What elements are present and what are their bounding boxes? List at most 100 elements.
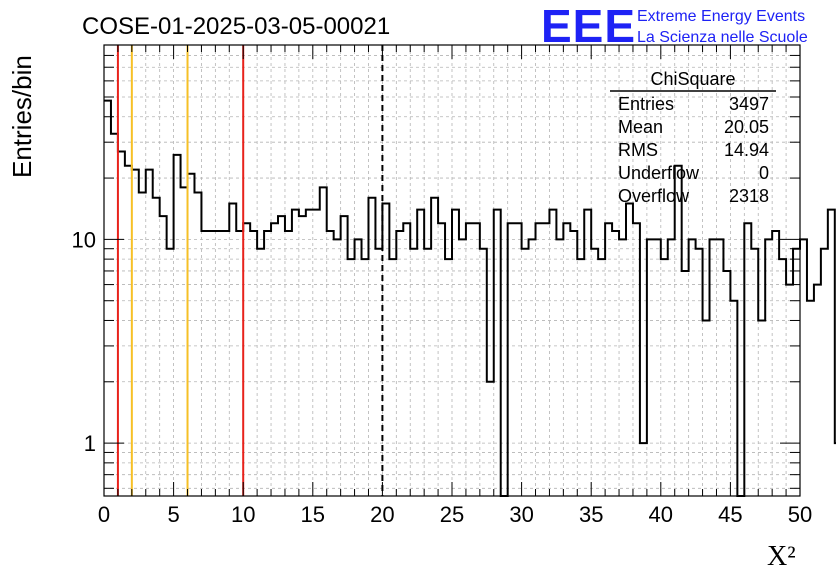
- histogram-bin: [716, 239, 723, 496]
- histogram-bin: [341, 216, 348, 496]
- histogram-bin: [299, 216, 306, 496]
- x-tick-label: 20: [370, 502, 394, 527]
- histogram-bin: [563, 223, 570, 496]
- histogram-bin: [793, 249, 800, 496]
- x-tick-label: 10: [231, 502, 255, 527]
- histogram-bin: [515, 223, 522, 496]
- x-tick-labels: 0 5 10 15 20 25 30 35 40 45 50: [98, 502, 812, 527]
- logo-line-2: La Scienza nelle Scuole: [637, 29, 808, 46]
- histogram-bin: [654, 239, 661, 496]
- histogram-bin: [821, 249, 828, 496]
- histogram-bin: [146, 170, 153, 496]
- histogram-bin: [723, 271, 730, 496]
- histogram-bin: [348, 259, 355, 496]
- histogram-bin: [814, 285, 821, 496]
- histogram-bin: [779, 259, 786, 496]
- histogram-bin: [730, 301, 737, 496]
- histogram-bin: [598, 259, 605, 496]
- histogram-bin: [153, 198, 160, 496]
- histogram-bin: [306, 210, 313, 496]
- histogram-bin: [800, 239, 807, 496]
- stats-title: ChiSquare: [650, 69, 735, 89]
- x-tick-label: 50: [788, 502, 812, 527]
- histogram-bin: [452, 210, 459, 496]
- histogram-bin: [710, 239, 717, 496]
- histogram-bin: [668, 239, 675, 496]
- histogram-bin: [473, 223, 480, 496]
- x-axis-label: X²: [767, 541, 796, 572]
- histogram-bin: [682, 271, 689, 496]
- histogram-bin: [661, 259, 668, 496]
- logo-letters: EEE: [541, 0, 636, 52]
- histogram-bin: [584, 210, 591, 496]
- histogram-bin: [188, 174, 195, 496]
- y-tick-label: 10: [72, 227, 96, 252]
- histogram-bin: [522, 249, 529, 496]
- stats-box: ChiSquare Entries 3497 Mean 20.05 RMS 14.94 Un…: [610, 69, 776, 206]
- histogram-bin: [362, 259, 369, 496]
- y-axis-label: Entries/bin: [7, 55, 37, 178]
- histogram-bin: [132, 170, 139, 496]
- histogram-bin: [765, 239, 772, 496]
- histogram-bin: [508, 223, 515, 496]
- histogram-bin: [605, 223, 612, 496]
- histogram-bin: [160, 216, 167, 496]
- histogram-bin: [744, 223, 751, 496]
- histogram-bin: [542, 223, 549, 496]
- stats-row-value: 0: [759, 163, 769, 183]
- histogram-bin: [167, 249, 174, 496]
- histogram-bin: [334, 239, 341, 496]
- x-tick-label: 25: [440, 502, 464, 527]
- histogram-bin: [403, 223, 410, 496]
- histogram-bin: [633, 223, 640, 496]
- histogram-bin: [696, 249, 703, 496]
- histogram-bin: [459, 239, 466, 496]
- logo-line-1: Extreme Energy Events: [637, 8, 805, 25]
- histogram-bin: [828, 210, 835, 496]
- histogram-bin: [389, 259, 396, 496]
- histogram-bin: [410, 249, 417, 496]
- grid: [104, 45, 800, 496]
- stats-row-value: 14.94: [724, 140, 769, 160]
- histogram-bin: [424, 249, 431, 496]
- stats-row-label: Underflow: [618, 163, 700, 183]
- stats-row-label: RMS: [618, 140, 658, 160]
- histogram-bin: [786, 285, 793, 496]
- histogram-bin: [174, 155, 181, 496]
- histogram-bin: [431, 198, 438, 496]
- x-tick-label: 15: [301, 502, 325, 527]
- y-tick-label: 1: [84, 431, 96, 456]
- stats-row-label: Overflow: [618, 186, 690, 206]
- histogram-bin: [751, 249, 758, 496]
- histogram-bin: [466, 223, 473, 496]
- histogram-bin: [417, 210, 424, 496]
- stats-row-label: Mean: [618, 117, 663, 137]
- histogram-bin: [257, 249, 264, 496]
- histogram-bin: [292, 210, 299, 496]
- axis-ticks: [103, 45, 801, 496]
- histogram-bin: [243, 223, 250, 496]
- histogram-bin: [556, 239, 563, 496]
- histogram-bin: [438, 223, 445, 496]
- x-tick-label: 0: [98, 502, 110, 527]
- x-tick-label: 5: [167, 502, 179, 527]
- histogram-bin: [529, 239, 536, 496]
- histogram-bin: [536, 223, 543, 496]
- histogram-bin: [194, 192, 201, 496]
- histogram-bin: [181, 187, 188, 496]
- stats-row-value: 20.05: [724, 117, 769, 137]
- histogram-bin: [104, 101, 111, 496]
- histogram-bin: [445, 259, 452, 496]
- histogram-bin: [758, 320, 765, 496]
- histogram-bin: [139, 192, 146, 496]
- histogram-bin: [111, 134, 118, 496]
- histogram-bin: [703, 320, 710, 496]
- histogram-bin: [675, 166, 682, 496]
- x-tick-label: 40: [649, 502, 673, 527]
- histogram-bin: [355, 239, 362, 496]
- histogram-bin: [118, 152, 125, 496]
- chart-title: COSE-01-2025-03-05-00021: [82, 13, 390, 40]
- histogram-bin: [689, 239, 696, 496]
- histogram-bin: [480, 249, 487, 496]
- x-tick-label: 35: [579, 502, 603, 527]
